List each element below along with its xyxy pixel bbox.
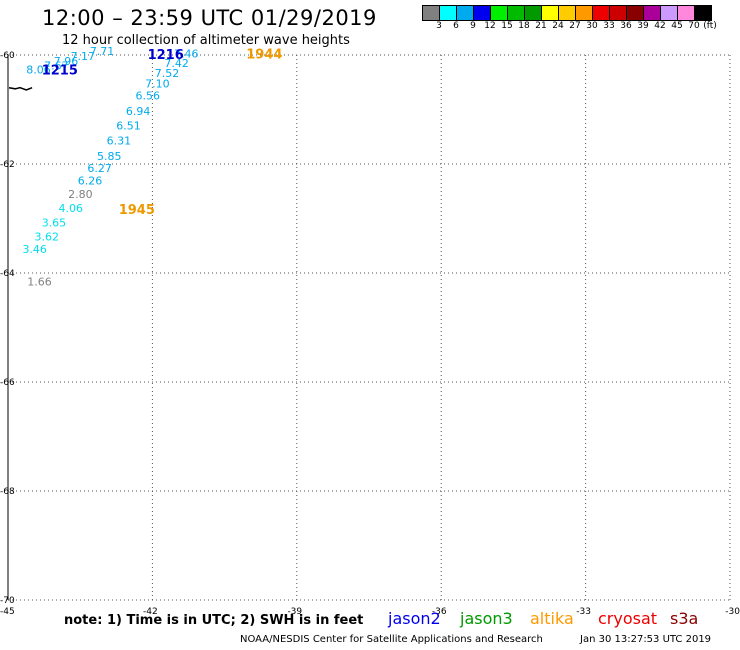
legend-swatch — [660, 5, 677, 21]
pass-time-label: 1945 — [119, 203, 155, 218]
wave-height-value: 6.26 — [78, 175, 103, 188]
satellite-jason3: jason3 — [460, 609, 513, 628]
legend-label: 36 — [620, 21, 632, 31]
legend-unit: (ft) — [703, 21, 717, 31]
wave-height-value: 6.94 — [126, 105, 151, 118]
wave-height-value: 6.27 — [87, 162, 112, 175]
legend-label: 42 — [654, 21, 666, 31]
wave-height-value: 6.31 — [107, 134, 132, 147]
legend-label: 6 — [453, 21, 459, 31]
latitude-tick-label: -64 — [0, 269, 15, 279]
wave-height-value: 1.66 — [27, 276, 52, 289]
wave-height-value: 7.10 — [145, 78, 170, 91]
latitude-tick-label: -60 — [0, 51, 15, 61]
longitude-tick-label: -33 — [576, 607, 591, 617]
wave-height-value: 6.51 — [116, 120, 141, 133]
legend-swatch — [456, 5, 473, 21]
legend-swatch — [592, 5, 609, 21]
wave-height-value: 3.65 — [42, 217, 66, 230]
legend-swatch — [609, 5, 626, 21]
legend-label: 30 — [586, 21, 598, 31]
legend-label: 18 — [518, 21, 530, 31]
generated-timestamp: Jan 30 13:27:53 UTC 2019 — [580, 634, 712, 645]
coastline — [8, 86, 33, 91]
legend-label: 27 — [569, 21, 581, 31]
wave-height-value: 7.17 — [71, 50, 96, 63]
legend-label: 33 — [603, 21, 615, 31]
pass-time-label: 1216 — [148, 48, 184, 63]
map-subtitle: 12 hour collection of altimeter wave hei… — [62, 33, 350, 48]
legend-label: 45 — [671, 21, 683, 31]
legend-swatch — [473, 5, 490, 21]
wave-height-value: 7.96 — [54, 55, 79, 68]
wave-height-value: 7.71 — [90, 45, 115, 58]
legend-label: 39 — [637, 21, 649, 31]
legend-swatch — [694, 5, 712, 21]
satellite-cryosat: cryosat — [598, 609, 658, 628]
legend-swatch — [507, 5, 524, 21]
legend-swatch — [643, 5, 660, 21]
latitude-tick-label: -66 — [0, 378, 15, 388]
wave-height-value: 3.62 — [34, 230, 59, 243]
satellite-s3a: s3a — [670, 609, 699, 628]
legend-swatch — [439, 5, 456, 21]
longitude-tick-label: -36 — [432, 607, 447, 617]
latitude-tick-label: -68 — [0, 487, 15, 497]
wave-height-value: 5.85 — [97, 150, 122, 163]
longitude-tick-label: -39 — [287, 607, 302, 617]
latitude-tick-label: -70 — [0, 596, 15, 606]
wave-height-value: 8.06 — [26, 64, 50, 77]
wave-height-value: 7.52 — [155, 67, 180, 80]
longitude-tick-label: -30 — [725, 607, 740, 617]
legend-label: 24 — [552, 21, 564, 31]
longitude-tick-label: -45 — [0, 607, 15, 617]
wave-height-value: 2.80 — [68, 188, 93, 201]
satellite-altika: altika — [530, 609, 574, 628]
color-scale-labels: 3 6 9 12 15 18 21 24 27 30 33 36 39 42 45 70 (ft) — [422, 21, 740, 33]
map-title: 12:00 – 23:59 UTC 01/29/2019 — [42, 6, 377, 30]
footer-note: note: 1) Time is in UTC; 2) SWH is in fe… — [64, 613, 364, 628]
legend-label: 12 — [484, 21, 496, 31]
wave-height-value: 4.06 — [59, 202, 84, 215]
legend-swatch — [524, 5, 541, 21]
pass-time-label: 1944 — [246, 47, 282, 62]
satellite-jason2: jason2 — [388, 609, 441, 628]
wave-height-value: 6.56 — [136, 90, 161, 103]
color-scale-legend — [422, 5, 712, 21]
legend-swatch — [626, 5, 643, 21]
legend-label: 15 — [501, 21, 513, 31]
legend-label: 70 — [688, 21, 700, 31]
wave-height-value: 7.46 — [174, 48, 199, 61]
legend-swatch — [541, 5, 558, 21]
longitude-tick-label: -42 — [143, 607, 158, 617]
legend-swatch — [422, 5, 439, 21]
legend-label: 21 — [535, 21, 547, 31]
legend-swatch — [558, 5, 575, 21]
legend-label: 9 — [470, 21, 476, 31]
pass-time-label: 1215 — [42, 64, 78, 79]
credit-line: NOAA/NESDIS Center for Satellite Applica… — [240, 634, 543, 645]
legend-swatch — [677, 5, 694, 21]
legend-label: 3 — [436, 21, 442, 31]
latitude-tick-label: -62 — [0, 160, 15, 170]
legend-swatch — [490, 5, 507, 21]
wave-height-value: 7.67 — [44, 60, 69, 73]
wave-height-value: 3.46 — [22, 243, 47, 256]
wave-height-value: 7.42 — [164, 57, 189, 70]
legend-swatch — [575, 5, 592, 21]
